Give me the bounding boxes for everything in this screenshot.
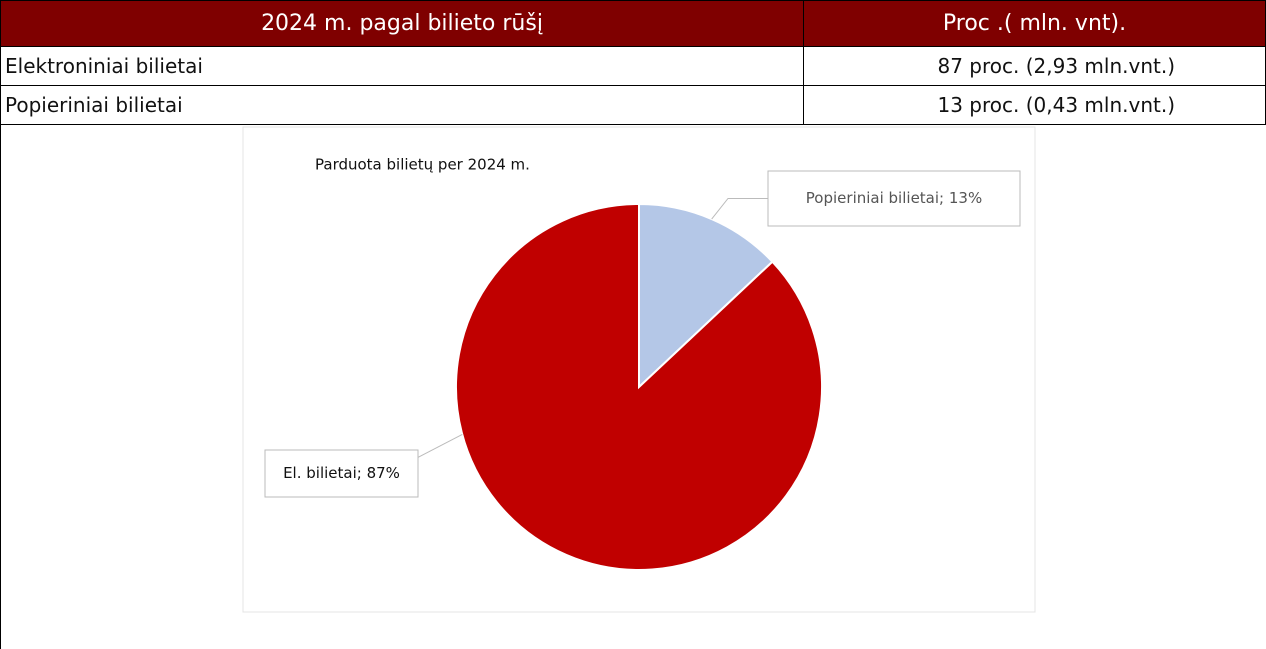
label-box — [264, 449, 419, 498]
chart-title: Parduota bilietų per 2024 m. — [315, 156, 530, 174]
leader-line — [711, 198, 768, 220]
data-label: El. bilietai; 87% — [283, 464, 400, 482]
data-label: Popieriniai bilietai; 13% — [806, 189, 982, 207]
label-box — [767, 170, 1021, 227]
border — [0, 124, 1, 649]
cell: 13 proc. (0,43 mln.vnt.) — [803, 85, 1266, 125]
cell: Popieriniai bilietai — [0, 85, 804, 125]
pie-slice — [638, 202, 774, 390]
header-cell: 2024 m. pagal bilieto rūšį — [0, 0, 804, 47]
pie-slice — [455, 202, 823, 571]
